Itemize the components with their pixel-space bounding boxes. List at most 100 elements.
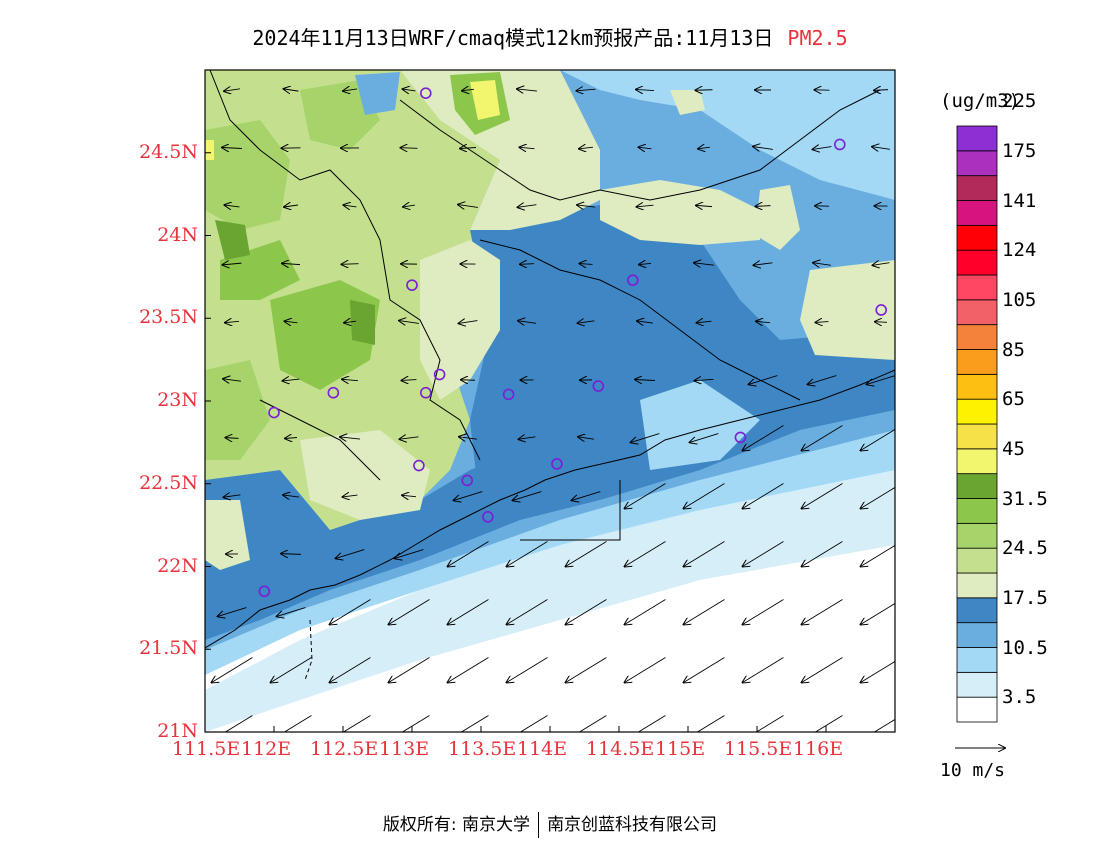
x-tick-label: 115E xyxy=(655,738,706,760)
legend-swatch xyxy=(956,349,998,375)
wind-arrow xyxy=(517,89,537,91)
station-marker xyxy=(433,368,446,381)
station-marker xyxy=(833,138,846,151)
y-tick-label: 23.5N xyxy=(139,306,198,329)
wind-arrow xyxy=(285,321,298,323)
legend-swatch xyxy=(956,150,998,177)
wind-arrow xyxy=(462,89,475,90)
wind-arrow xyxy=(631,433,660,443)
wind-arrow xyxy=(283,495,299,497)
station-marker xyxy=(419,87,432,99)
x-tick-label: 115.5E xyxy=(724,738,793,760)
legend-swatch xyxy=(956,125,998,152)
legend-tick-label: 225 xyxy=(1002,90,1037,113)
wind-arrow xyxy=(507,599,548,624)
wind-arrow xyxy=(519,437,536,439)
station-marker xyxy=(551,458,563,470)
wind-arrow xyxy=(401,715,430,732)
wind-arrow xyxy=(743,657,784,682)
legend-swatch xyxy=(956,696,998,723)
legend-tick-label: 24.5 xyxy=(1002,537,1048,560)
footer-left: 版权所有: 南京大学 xyxy=(382,815,531,835)
x-tick-label: 112E xyxy=(241,738,292,760)
wind-arrow xyxy=(743,483,784,508)
legend-swatch xyxy=(956,597,998,624)
wind-arrow xyxy=(802,541,843,566)
legend-swatch xyxy=(956,448,998,475)
legend-swatch xyxy=(956,522,998,549)
wind-vectors xyxy=(212,89,895,732)
wind-arrow xyxy=(448,599,489,624)
wind-arrow xyxy=(403,89,416,91)
wind-arrow xyxy=(639,147,652,149)
wind-arrow xyxy=(507,541,548,566)
wind-arrow xyxy=(754,263,773,265)
legend-swatch xyxy=(956,200,998,226)
wind-arrow xyxy=(225,205,240,207)
wind-arrow xyxy=(867,375,895,385)
wind-arrow xyxy=(578,321,595,323)
legend-swatch xyxy=(956,671,998,698)
legend-swatch xyxy=(956,175,998,201)
stations xyxy=(258,87,888,598)
station-marker xyxy=(502,388,515,401)
wind-arrow xyxy=(223,263,242,265)
x-tick-label: 113.5E xyxy=(448,738,517,760)
wind-arrow xyxy=(875,322,888,323)
legend-tick-label: 65 xyxy=(1002,388,1025,411)
legend-tick-label: 175 xyxy=(1002,139,1037,162)
wind-arrow xyxy=(625,657,666,682)
x-tick-label: 114.5E xyxy=(586,738,655,760)
station-marker xyxy=(482,511,494,523)
wind-arrow xyxy=(459,437,477,439)
wind-arrow xyxy=(448,541,489,566)
wind-arrow xyxy=(330,657,371,682)
y-tick-label: 23N xyxy=(157,389,198,411)
wind-arrow xyxy=(753,147,773,150)
wind-arrow xyxy=(284,89,299,91)
wind-arrow xyxy=(625,541,666,566)
wind-arrow xyxy=(637,205,654,207)
x-tick-label: 111.5E xyxy=(172,738,241,760)
chart-title: 2024年11月13日WRF/cmaq模式12km预报产品:11月13日 PM2.… xyxy=(0,22,1100,51)
wind-arrow xyxy=(578,437,594,439)
wind-arrow xyxy=(690,433,719,443)
wind-arrow xyxy=(400,437,419,439)
wind-arrow xyxy=(223,379,241,381)
wind-arrow xyxy=(756,206,771,207)
footer: 版权所有: 南京大学 南京创蓝科技有限公司 xyxy=(0,810,1100,838)
wind-arrow xyxy=(696,90,713,91)
station-marker xyxy=(419,386,432,399)
title-pollutant: PM2.5 xyxy=(787,26,848,50)
wind-arrow xyxy=(401,148,418,149)
station-marker xyxy=(875,304,888,316)
wind-arrow xyxy=(399,321,419,324)
y-tick-label: 24.5N xyxy=(139,140,198,163)
wind-arrow xyxy=(695,379,714,380)
wind-arrow xyxy=(212,657,253,682)
wind-arrow xyxy=(756,321,771,322)
wind-arrow xyxy=(635,380,656,381)
wind-reference-label: 10 m/s xyxy=(940,760,1006,781)
wind-arrow xyxy=(872,147,890,150)
wind-arrow xyxy=(342,379,359,380)
wind-arrow xyxy=(520,264,535,265)
wind-arrow xyxy=(507,657,548,682)
wind-arrow xyxy=(694,263,714,265)
y-tick-label: 22N xyxy=(157,554,198,577)
legend-swatch xyxy=(956,224,998,251)
wind-arrow xyxy=(577,205,595,207)
color-legend xyxy=(956,125,998,723)
wind-arrow xyxy=(344,321,357,323)
legend-tick-label: 141 xyxy=(1002,189,1037,212)
station-marker xyxy=(258,585,271,598)
station-marker xyxy=(626,274,639,286)
wind-arrow xyxy=(579,147,594,149)
legend-tick-label: 17.5 xyxy=(1002,586,1048,609)
x-tick-label: 114E xyxy=(517,738,568,760)
wind-arrow xyxy=(520,147,535,148)
wind-arrow xyxy=(697,321,712,323)
wind-arrow xyxy=(343,89,357,91)
station-marker xyxy=(268,406,280,419)
